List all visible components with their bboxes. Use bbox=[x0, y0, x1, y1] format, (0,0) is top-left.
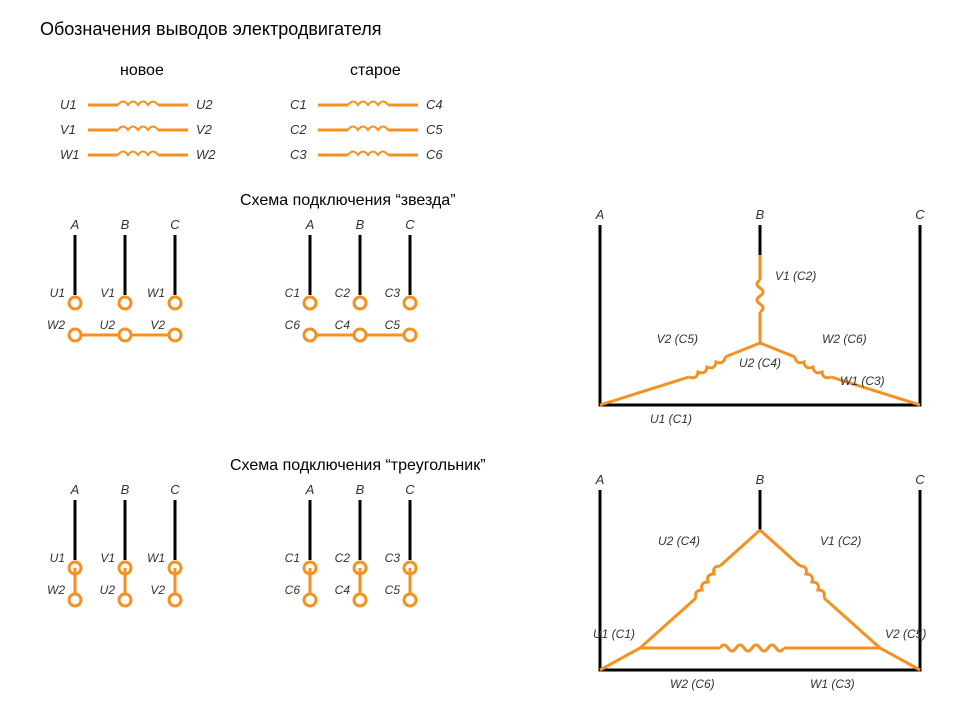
delta-lbl-ml: U1 (C1) bbox=[593, 627, 635, 641]
star-lbl-bl: U1 (C1) bbox=[650, 412, 692, 426]
phase-label: A bbox=[305, 482, 315, 497]
winding-label-right: U2 bbox=[196, 97, 213, 112]
terminal-label: C4 bbox=[335, 318, 351, 332]
terminal-label: W2 bbox=[47, 318, 65, 332]
delta-phase-b: B bbox=[756, 472, 765, 487]
winding-label-left: C3 bbox=[290, 147, 307, 162]
phase-label: A bbox=[70, 217, 80, 232]
terminal-label: C2 bbox=[335, 286, 351, 300]
phase-label: A bbox=[305, 217, 315, 232]
terminal-label: U1 bbox=[50, 286, 65, 300]
delta-lbl-bl: W2 (C6) bbox=[670, 677, 715, 691]
main-title: Обозначения выводов электродвигателя bbox=[40, 19, 381, 39]
terminal-label: C3 bbox=[385, 551, 401, 565]
terminal-label: C6 bbox=[285, 318, 301, 332]
terminal-label: C4 bbox=[335, 583, 351, 597]
winding-label-left: C1 bbox=[290, 97, 307, 112]
star-lbl-cr: W2 (C6) bbox=[822, 332, 867, 346]
star-phase-a: A bbox=[595, 207, 605, 222]
terminal-label: C6 bbox=[285, 583, 301, 597]
delta-phase-c: C bbox=[915, 472, 925, 487]
phase-label: C bbox=[170, 217, 180, 232]
delta-lbl-mr: V2 (C5) bbox=[885, 627, 926, 641]
phase-label: C bbox=[405, 217, 415, 232]
star-circuit: A B C V1 (C2) V2 (C5) W2 (C6) U2 (C4) U1… bbox=[595, 207, 926, 426]
terminal-label: W1 bbox=[147, 551, 165, 565]
terminal-label: C5 bbox=[385, 318, 401, 332]
star-phase-b: B bbox=[756, 207, 765, 222]
terminal-label: C2 bbox=[335, 551, 351, 565]
delta-circuit: A B C U2 (C4) V1 (C2) U1 (C1) V2 (C5) W2… bbox=[593, 472, 926, 691]
star-lbl-cb: U2 (C4) bbox=[739, 356, 781, 370]
star-terminal-new: A B C U1 V1 W1 W2 U2 V2 bbox=[47, 217, 181, 341]
terminal-label: C1 bbox=[285, 551, 300, 565]
header-old: старое bbox=[350, 62, 401, 79]
delta-lbl-br: W1 (C3) bbox=[810, 677, 855, 691]
winding-label-left: V1 bbox=[60, 122, 76, 137]
terminal-label: W2 bbox=[47, 583, 65, 597]
phase-label: B bbox=[356, 482, 365, 497]
winding-label-right: V2 bbox=[196, 122, 213, 137]
terminal-label: W1 bbox=[147, 286, 165, 300]
delta-terminal-new: A B C U1 V1 W1 W2 U2 V2 bbox=[47, 482, 181, 606]
winding-label-right: W2 bbox=[196, 147, 216, 162]
winding-label-right: C6 bbox=[426, 147, 443, 162]
winding-label-left: W1 bbox=[60, 147, 80, 162]
winding-label-left: C2 bbox=[290, 122, 307, 137]
terminal-label: V2 bbox=[150, 583, 165, 597]
delta-lbl-tr: V1 (C2) bbox=[820, 534, 861, 548]
terminal-label: C3 bbox=[385, 286, 401, 300]
star-terminal-old: A B C C1 C2 C3 C6 C4 C5 bbox=[285, 217, 416, 341]
star-lbl-top: V1 (C2) bbox=[775, 269, 816, 283]
star-lbl-br: W1 (C3) bbox=[840, 374, 885, 388]
terminal-label: C5 bbox=[385, 583, 401, 597]
winding-label-left: U1 bbox=[60, 97, 77, 112]
winding-label-right: C4 bbox=[426, 97, 443, 112]
header-star: Схема подключения “звезда” bbox=[240, 192, 456, 209]
winding-label-right: C5 bbox=[426, 122, 443, 137]
delta-phase-a: A bbox=[595, 472, 605, 487]
terminal-label: C1 bbox=[285, 286, 300, 300]
phase-label: C bbox=[405, 482, 415, 497]
terminal-label: U2 bbox=[100, 318, 116, 332]
star-phase-c: C bbox=[915, 207, 925, 222]
terminal-label: V1 bbox=[100, 551, 115, 565]
terminal-label: V2 bbox=[150, 318, 165, 332]
phase-label: B bbox=[121, 482, 130, 497]
phase-label: B bbox=[356, 217, 365, 232]
terminal-label: V1 bbox=[100, 286, 115, 300]
star-lbl-cl: V2 (C5) bbox=[657, 332, 698, 346]
diagram-root: Обозначения выводов электродвигателя нов… bbox=[0, 0, 960, 720]
terminal-label: U1 bbox=[50, 551, 65, 565]
delta-lbl-tl: U2 (C4) bbox=[658, 534, 700, 548]
header-delta: Схема подключения “треугольник” bbox=[230, 457, 486, 474]
windings-old: C1 C4 C2 C5 C3 C6 bbox=[290, 97, 443, 162]
windings-new: U1 U2 V1 V2 W1 W2 bbox=[60, 97, 216, 162]
header-new: новое bbox=[120, 62, 164, 79]
phase-label: B bbox=[121, 217, 130, 232]
delta-terminal-old: A B C C1 C2 C3 C6 C4 C5 bbox=[285, 482, 416, 606]
terminal-label: U2 bbox=[100, 583, 116, 597]
phase-label: A bbox=[70, 482, 80, 497]
phase-label: C bbox=[170, 482, 180, 497]
